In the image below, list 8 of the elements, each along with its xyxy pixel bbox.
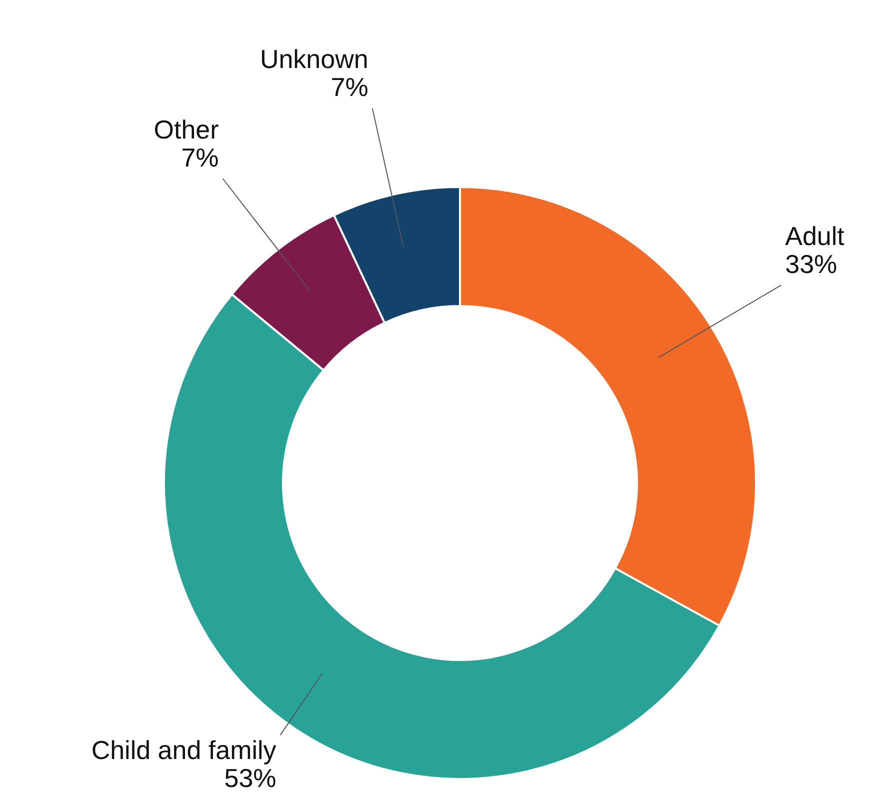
- slice-label: Unknown: [260, 44, 368, 74]
- data-label: 33%: [785, 249, 838, 280]
- slice-label: Other: [154, 114, 220, 145]
- slice-label: Adult: [785, 221, 846, 252]
- data-label: 53%: [224, 763, 276, 794]
- data-label: 7%: [181, 142, 219, 173]
- data-label: 7%: [330, 72, 368, 102]
- slice-label: Child and family: [91, 735, 276, 766]
